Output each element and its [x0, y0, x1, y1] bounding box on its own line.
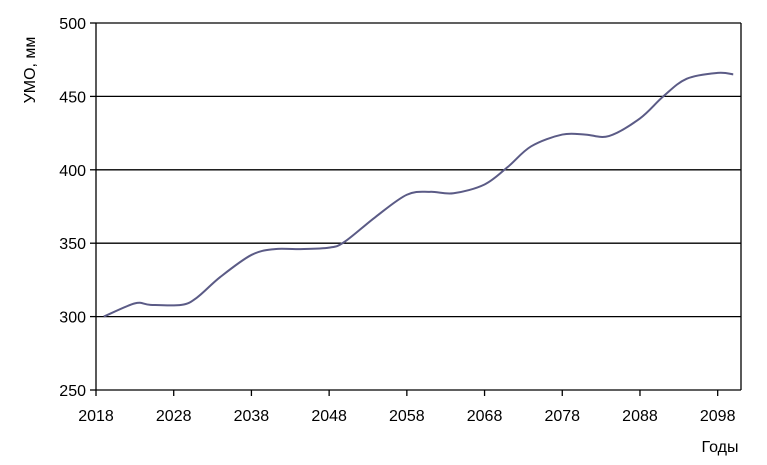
gridlines — [96, 22, 741, 318]
y-tick-label-450: 450 — [59, 89, 86, 106]
x-tick-label-2078: 2078 — [544, 408, 580, 425]
y-tick-label-350: 350 — [59, 236, 86, 253]
y-axis-label: УМО, мм — [22, 37, 39, 104]
x-tick-label-2068: 2068 — [467, 408, 503, 425]
x-tick-label-2018: 2018 — [78, 408, 114, 425]
x-tick-label-2058: 2058 — [389, 408, 425, 425]
x-tick-label-2088: 2088 — [622, 408, 658, 425]
series-group — [103, 71, 734, 318]
x-axis-label: Годы — [702, 439, 739, 456]
y-tick-labels: 250 300 350 400 450 500 — [59, 16, 86, 400]
x-tick-label-2048: 2048 — [311, 408, 347, 425]
x-tick-label-2038: 2038 — [234, 408, 270, 425]
axes — [90, 22, 742, 396]
x-tick-label-2028: 2028 — [156, 408, 192, 425]
y-tick-label-500: 500 — [59, 16, 86, 33]
x-tick-labels: 2018 2028 2038 2048 2058 2068 2078 2088 2098 — [78, 408, 735, 425]
series-line-0 — [103, 71, 734, 318]
y-tick-label-400: 400 — [59, 163, 86, 180]
x-tick-label-2098: 2098 — [700, 408, 736, 425]
y-tick-label-300: 300 — [59, 310, 86, 327]
y-tick-label-250: 250 — [59, 383, 86, 400]
